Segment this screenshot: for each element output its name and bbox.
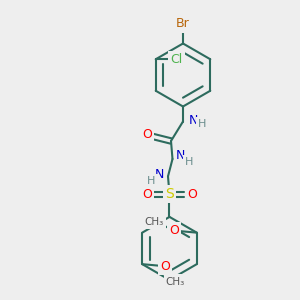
Text: S: S <box>165 188 174 201</box>
Text: O: O <box>142 188 152 201</box>
Text: H: H <box>147 176 156 186</box>
Text: H: H <box>185 157 193 167</box>
Text: H: H <box>198 119 207 130</box>
Text: O: O <box>160 260 170 273</box>
Text: N: N <box>176 149 186 162</box>
Text: O: O <box>187 188 197 201</box>
Text: O: O <box>169 224 179 237</box>
Text: Br: Br <box>176 17 190 31</box>
Text: O: O <box>142 128 152 142</box>
Text: N: N <box>155 168 164 182</box>
Text: N: N <box>189 113 198 127</box>
Text: CH₃: CH₃ <box>166 277 185 286</box>
Text: CH₃: CH₃ <box>145 217 164 227</box>
Text: Cl: Cl <box>171 53 183 66</box>
